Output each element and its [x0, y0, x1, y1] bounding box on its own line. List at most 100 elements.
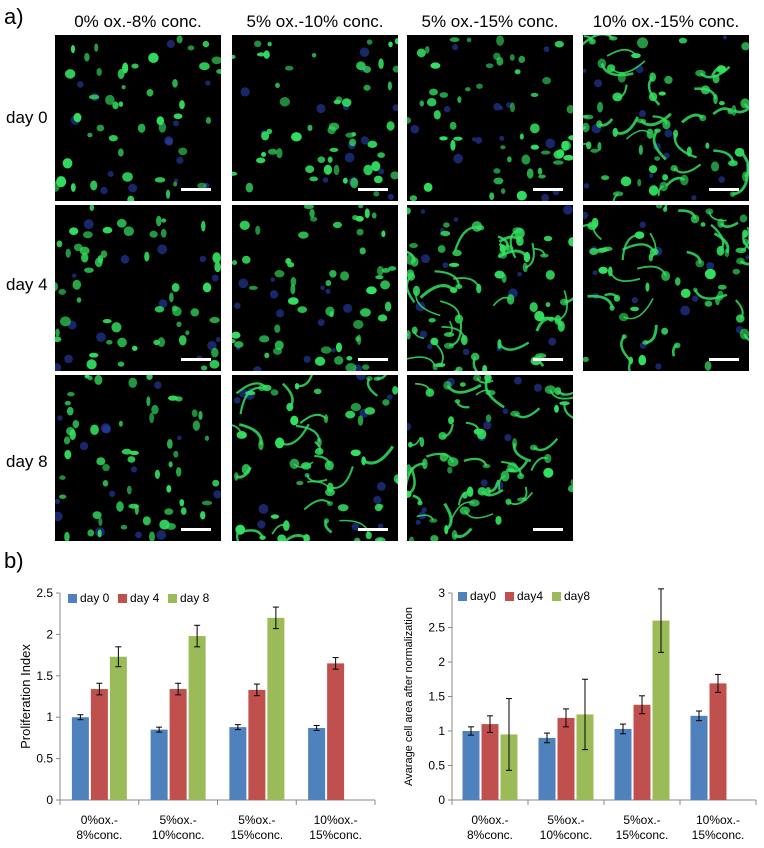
bar	[462, 731, 480, 800]
x-tick-label: 8%conc.	[76, 828, 122, 842]
y-tick-label: 2.5	[36, 586, 53, 600]
row-header-day0: day 0	[6, 108, 48, 127]
bar	[576, 714, 594, 800]
scale-bar	[533, 358, 563, 361]
micrograph-image	[583, 205, 749, 371]
legend-label: day 4	[130, 591, 160, 605]
bar	[652, 620, 670, 800]
x-tick-label: 5%ox.-	[547, 813, 584, 827]
bar	[481, 724, 499, 800]
x-tick-label: 5%ox.-	[238, 813, 275, 827]
y-axis-title: Proliferation Index	[18, 644, 33, 749]
bar	[109, 656, 127, 800]
y-tick-label: 1.5	[428, 690, 445, 704]
proliferation-chart-svg: 0 0.5 1 1.5 2 2.5 Proliferation Index 0%ox.-8%c…	[18, 586, 376, 842]
legend-label: day8	[564, 589, 590, 603]
micrograph-3-1	[55, 375, 221, 541]
micrograph-3-2	[232, 375, 398, 541]
scale-bar	[709, 358, 739, 361]
bar	[308, 727, 326, 800]
column-header-4: 10% ox.-15% conc.	[592, 12, 740, 31]
scale-bar	[709, 188, 739, 191]
bar	[709, 683, 727, 800]
x-tick-label: 10%conc.	[152, 828, 205, 842]
x-tick-label: 15%conc.	[231, 828, 284, 842]
micrograph-image	[407, 205, 573, 371]
x-tick-label: 10%ox.-	[696, 813, 740, 827]
x-tick-label: 5%ox.-	[159, 813, 196, 827]
cell-area-chart: 0 0.5 1 1.5 2 2.5 3 Avarage cell area after nor…	[392, 578, 764, 843]
legend-label: day4	[517, 589, 543, 603]
row-header-day4: day 4	[6, 275, 48, 294]
micrograph-image	[407, 35, 573, 201]
legend-swatch	[458, 592, 467, 601]
scale-bar	[181, 358, 211, 361]
bar	[267, 617, 285, 800]
micrograph-image	[55, 205, 221, 371]
micrograph-1-3	[407, 35, 573, 201]
y-tick-label: 0	[46, 793, 53, 807]
column-header-1: 0% ox.-8% conc.	[74, 12, 202, 31]
micrograph-image	[232, 38, 398, 200]
legend-swatch	[552, 592, 561, 601]
micrograph-1-1	[55, 35, 221, 201]
y-axis-title: Avarage cell area after normalization	[403, 607, 415, 786]
micrograph-image	[55, 375, 221, 541]
legend-label: day 8	[180, 591, 210, 605]
x-tick-label: 15%conc.	[692, 828, 745, 842]
legend-swatch	[68, 594, 77, 603]
legend-label: day 0	[80, 591, 110, 605]
micrograph-image	[232, 375, 398, 541]
legend-swatch	[118, 594, 127, 603]
bar	[71, 717, 89, 800]
bar	[327, 663, 345, 800]
scale-bar	[358, 358, 388, 361]
bar	[169, 689, 187, 800]
panel-b-label: b)	[4, 548, 24, 573]
x-tick-label: 10%conc.	[540, 828, 593, 842]
bar	[633, 704, 651, 800]
x-tick-label: 5%ox.-	[623, 813, 660, 827]
legend-swatch	[505, 592, 514, 601]
row-header-day8: day 8	[6, 452, 48, 471]
micrograph-image	[407, 375, 573, 541]
y-tick-label: 2.5	[428, 621, 445, 635]
column-header-2: 5% ox.-10% conc.	[246, 12, 384, 31]
scale-bar	[358, 528, 388, 531]
y-tick-label: 0.5	[36, 752, 53, 766]
micrograph-2-4	[583, 205, 749, 371]
legend-swatch	[168, 594, 177, 603]
scale-bar	[181, 188, 211, 191]
bar	[150, 729, 168, 800]
bar	[690, 715, 708, 800]
cell-area-chart-svg: 0 0.5 1 1.5 2 2.5 3 Avarage cell area after nor…	[403, 586, 757, 842]
scale-bar	[358, 188, 388, 191]
scale-bar	[533, 528, 563, 531]
y-tick-label: 0	[438, 793, 445, 807]
y-tick-label: 1	[438, 724, 445, 738]
y-tick-label: 1.5	[36, 669, 53, 683]
column-header-3: 5% ox.-15% conc.	[421, 12, 559, 31]
y-tick-label: 1	[46, 710, 53, 724]
bar	[188, 636, 206, 800]
micrograph-1-4	[583, 35, 749, 201]
micrograph-1-2	[232, 35, 398, 201]
bar	[614, 728, 632, 800]
bar	[90, 689, 108, 800]
x-tick-label: 0%ox.-	[81, 813, 118, 827]
bar	[248, 689, 266, 800]
y-tick-label: 2	[46, 627, 53, 641]
x-tick-label: 8%conc.	[467, 828, 513, 842]
micrograph-2-3	[407, 205, 573, 371]
y-tick-label: 2	[438, 655, 445, 669]
proliferation-chart: 0 0.5 1 1.5 2 2.5 Proliferation Index 0%ox.- 8%c…	[0, 578, 382, 843]
panel-a-label: a)	[4, 4, 24, 29]
x-tick-label: 0%ox.-	[471, 813, 508, 827]
micrograph-image	[55, 35, 221, 201]
x-tick-label: 15%conc.	[616, 828, 669, 842]
x-tick-label: 15%conc.	[309, 828, 362, 842]
x-tick-label: 10%ox.-	[314, 813, 358, 827]
micrograph-2-2	[232, 205, 398, 371]
bar	[557, 717, 575, 800]
bar	[229, 727, 247, 800]
